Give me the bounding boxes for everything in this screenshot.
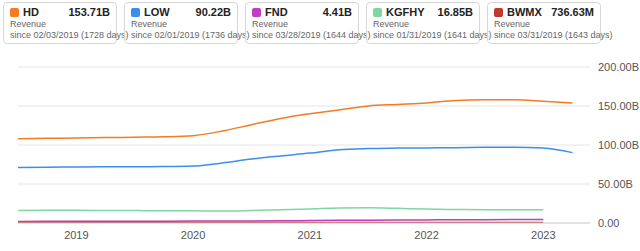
svg-text:2021: 2021: [298, 229, 322, 241]
html-text:Revenue: Revenue: [494, 19, 530, 29]
svg-text:200.00B: 200.00B: [598, 61, 639, 73]
html-text:Revenue: Revenue: [10, 19, 46, 29]
html-text:BWMX: BWMX: [507, 6, 542, 18]
svg-text:2019: 2019: [64, 229, 88, 241]
html-text:HD: HD: [23, 6, 39, 18]
html-text:Revenue: Revenue: [252, 19, 288, 29]
svg-text:2020: 2020: [181, 229, 205, 241]
html-text:90.22B: 90.22B: [195, 6, 231, 18]
html-text:FND: FND: [265, 6, 288, 18]
html-text:736.63M: 736.63M: [551, 6, 594, 18]
svg-text:2022: 2022: [414, 229, 438, 241]
html-text:LOW: LOW: [144, 6, 170, 18]
html-text:since 03/31/2019 (1643 days): since 03/31/2019 (1643 days): [494, 30, 613, 40]
html-text:Revenue: Revenue: [131, 19, 167, 29]
html-text:16.85B: 16.85B: [437, 6, 473, 18]
svg-text:100.00B: 100.00B: [598, 139, 639, 151]
svg-text:50.00B: 50.00B: [598, 178, 633, 190]
html-text:since 01/31/2019 (1641 days): since 01/31/2019 (1641 days): [373, 30, 492, 40]
svg-text:150.00B: 150.00B: [598, 100, 639, 112]
svg-text:2023: 2023: [531, 229, 555, 241]
html-text:since 02/03/2019 (1728 days): since 02/03/2019 (1728 days): [10, 30, 129, 40]
html-text:since 03/28/2019 (1644 days): since 03/28/2019 (1644 days): [252, 30, 371, 40]
html-text:Revenue: Revenue: [373, 19, 409, 29]
html-text:4.41B: 4.41B: [322, 6, 352, 18]
html-text:KGFHY: KGFHY: [386, 6, 425, 18]
svg-text:0.00: 0.00: [598, 217, 619, 229]
html-text:153.71B: 153.71B: [68, 6, 110, 18]
html-text:since 02/01/2019 (1736 days): since 02/01/2019 (1736 days): [131, 30, 250, 40]
